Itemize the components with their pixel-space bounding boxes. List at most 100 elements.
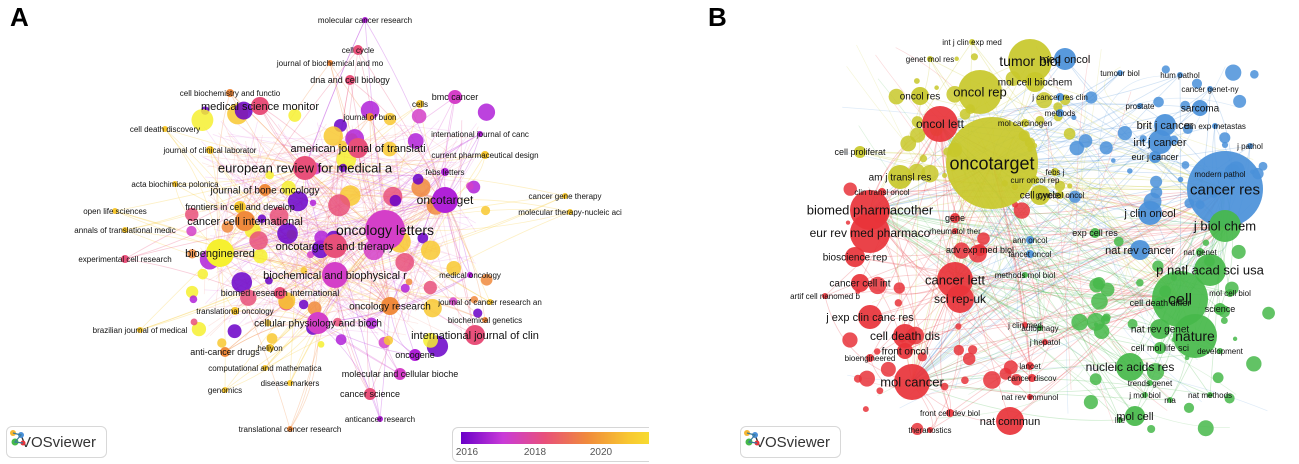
journal-label: methods <box>1045 109 1076 118</box>
network-link <box>911 253 1031 383</box>
journal-label: autophagy <box>1021 324 1058 333</box>
journal-node <box>1008 39 1052 83</box>
journal-node <box>206 239 234 267</box>
network-link <box>899 176 1226 227</box>
minor-node <box>1221 141 1229 149</box>
journal-label: methods mol biol <box>995 271 1056 280</box>
network-link <box>399 123 409 159</box>
journal-node <box>1207 86 1213 92</box>
minor-node <box>894 299 903 307</box>
minor-node <box>1220 317 1228 325</box>
network-link <box>261 209 321 316</box>
minor-node <box>1013 202 1031 219</box>
journal-node <box>1051 168 1059 176</box>
network-link <box>329 62 446 201</box>
journal-label: oncotarget <box>417 193 474 207</box>
journal-node <box>1056 109 1064 117</box>
network-link <box>1035 205 1191 348</box>
journal-label: disease markers <box>261 379 320 388</box>
legend-tick: 2018 <box>523 447 547 458</box>
journal-label: adv exp med biol <box>946 245 1014 255</box>
network-link <box>229 92 306 169</box>
network-link <box>224 229 386 353</box>
network-link <box>376 152 454 302</box>
minor-node <box>1089 278 1104 293</box>
minor-node <box>287 191 309 212</box>
minor-node <box>868 276 887 295</box>
network-link <box>269 199 446 349</box>
journal-label: rheumatol ther <box>929 227 981 236</box>
journal-label: front cell dev biol <box>920 409 980 418</box>
journal-node <box>1056 93 1064 101</box>
label-layer: int j clin exp med genet mol res med oncol… <box>790 38 1265 435</box>
network-link <box>314 223 465 282</box>
minor-node <box>187 249 197 259</box>
minor-node <box>281 180 296 196</box>
minor-node <box>298 299 309 310</box>
journal-label: j clin med <box>1007 321 1042 330</box>
minor-node <box>185 285 199 299</box>
journal-label: genomics <box>208 386 242 395</box>
journal-node <box>1030 185 1050 205</box>
network-link <box>939 74 1181 125</box>
journal-node <box>1154 342 1166 354</box>
network-link <box>230 120 440 334</box>
network-link <box>1031 225 1226 379</box>
journal-label: cell mol life sci <box>1131 343 1189 353</box>
journal-node <box>1226 289 1234 297</box>
network-link <box>219 252 291 430</box>
network-link <box>1054 171 1226 227</box>
network-link <box>310 274 404 313</box>
network-link <box>422 163 455 181</box>
journal-label: brazilian journal of medical <box>93 326 188 335</box>
minor-node <box>1117 125 1132 141</box>
journal-label: cancer science <box>340 389 400 399</box>
journal-label: modern pathol <box>1194 170 1245 179</box>
network-link <box>904 225 1226 352</box>
journal-node <box>946 409 954 417</box>
network-link <box>354 325 407 336</box>
journal-label: translational oncology <box>196 307 273 316</box>
journal-node <box>287 380 293 386</box>
minor-node <box>1150 175 1163 188</box>
minor-node <box>317 341 325 348</box>
network-link <box>292 245 311 339</box>
network-link <box>963 139 1013 364</box>
network-link <box>230 154 473 184</box>
network-link <box>329 200 354 316</box>
minor-node <box>185 207 199 222</box>
journal-node <box>969 39 975 45</box>
network-link <box>334 195 566 276</box>
minor-node <box>197 268 209 280</box>
journal-node <box>897 343 913 359</box>
network-link <box>384 211 571 232</box>
minor-node <box>853 374 862 383</box>
journal-node <box>946 285 974 313</box>
minor-node <box>1069 140 1085 156</box>
journal-node <box>137 327 143 333</box>
network-link <box>333 300 361 326</box>
minor-node <box>954 56 959 62</box>
network-link <box>317 322 416 356</box>
minor-node <box>389 194 402 207</box>
network-link <box>259 105 386 231</box>
minor-node <box>908 163 926 181</box>
network-link <box>224 245 336 391</box>
network-link <box>869 123 941 318</box>
journal-label: nature <box>1175 328 1215 344</box>
label-layer: molecular cancer research cell cycle journ… <box>74 16 622 434</box>
network-link <box>911 188 1226 383</box>
network-link <box>1034 179 1226 227</box>
journal-node <box>1025 72 1045 92</box>
journal-label: j exp clin canc res <box>825 312 914 324</box>
network-link <box>444 199 486 321</box>
network-link <box>842 106 1186 165</box>
network-link <box>216 160 254 190</box>
minor-node <box>1113 236 1124 247</box>
journal-label: experimental cell research <box>78 255 171 264</box>
network-link <box>279 204 316 303</box>
journal-node <box>353 45 363 55</box>
journal-label: biochemical and biophysical r <box>263 270 407 282</box>
journal-node <box>172 181 178 187</box>
journal-node <box>122 227 128 233</box>
